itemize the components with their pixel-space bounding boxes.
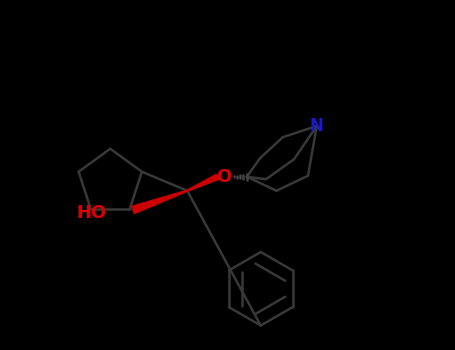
Polygon shape <box>187 174 219 191</box>
Polygon shape <box>131 190 187 214</box>
Text: N: N <box>310 117 324 135</box>
Text: HO: HO <box>76 204 107 223</box>
Text: O: O <box>217 168 232 186</box>
